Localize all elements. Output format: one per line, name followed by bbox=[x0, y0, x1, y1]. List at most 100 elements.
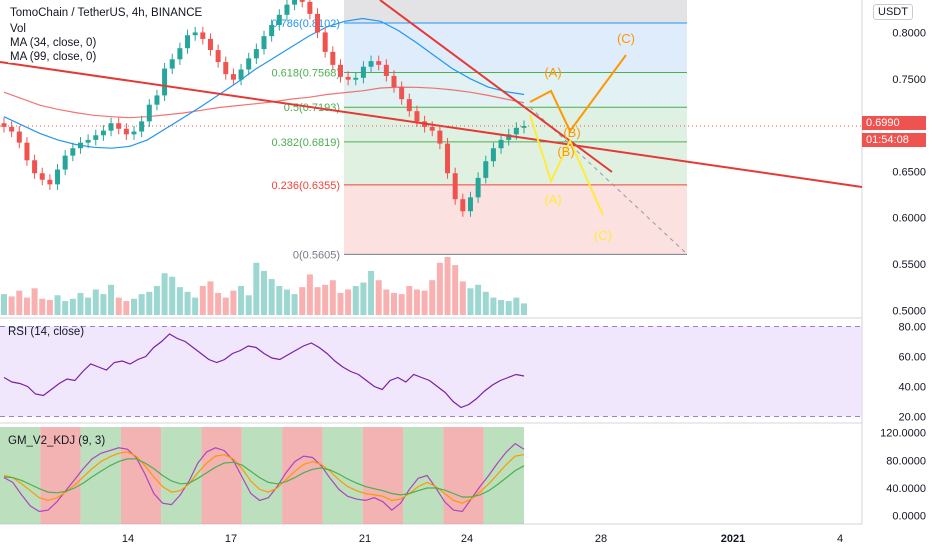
candle-body bbox=[292, 0, 298, 5]
candle-body bbox=[490, 148, 496, 162]
kdj-tick-label: 40.0000 bbox=[886, 483, 926, 495]
volume-bar bbox=[268, 279, 275, 315]
volume-bar bbox=[138, 294, 145, 315]
long-trendline bbox=[0, 61, 863, 188]
volume-bar bbox=[375, 280, 382, 315]
kdj-zone bbox=[443, 427, 484, 524]
candle-body bbox=[154, 95, 160, 105]
volume-bar bbox=[345, 289, 352, 315]
volume-bar bbox=[108, 284, 115, 315]
volume-bar bbox=[92, 289, 99, 315]
candle-body bbox=[85, 139, 91, 143]
volume-bar bbox=[146, 291, 153, 315]
volume-bar bbox=[253, 262, 260, 315]
candle-body bbox=[460, 199, 466, 212]
rsi-tick-label: 40.00 bbox=[898, 382, 926, 394]
volume-bar bbox=[505, 301, 512, 315]
price-tick-label: 0.5500 bbox=[892, 259, 926, 271]
candle-body bbox=[360, 66, 366, 78]
volume-bar bbox=[360, 282, 367, 315]
volume-bar bbox=[521, 303, 527, 315]
rsi-tick-label: 80.00 bbox=[898, 322, 926, 334]
kdj-zone bbox=[403, 427, 444, 524]
yellow-wave-c-label: (C) bbox=[594, 228, 612, 243]
volume-bar bbox=[467, 288, 474, 315]
fib-level-label: 0.618(0.7568) bbox=[272, 67, 341, 79]
volume-bar bbox=[406, 286, 413, 315]
volume-bar bbox=[238, 286, 245, 315]
candle-body bbox=[506, 134, 512, 140]
rsi-tick-label: 20.00 bbox=[898, 412, 926, 424]
candle-body bbox=[376, 61, 382, 65]
symbol-title: TomoChain / TetherUS, 4h, BINANCE bbox=[8, 7, 205, 19]
candle-body bbox=[353, 77, 359, 80]
candle-body bbox=[24, 142, 30, 161]
kdj-tick-label: 0.0000 bbox=[892, 511, 926, 523]
volume-bar bbox=[306, 274, 313, 315]
volume-bar bbox=[276, 286, 283, 315]
candle-body bbox=[207, 38, 213, 51]
fib-zone bbox=[344, 0, 687, 23]
candle-body bbox=[238, 69, 244, 80]
rsi-tick-label: 60.00 bbox=[898, 352, 926, 364]
currency-label: USDT bbox=[878, 6, 908, 18]
candle-body bbox=[315, 13, 321, 33]
volume-bar bbox=[299, 287, 306, 315]
candle-body bbox=[437, 130, 443, 144]
volume-bar bbox=[222, 297, 229, 315]
candle-body bbox=[146, 104, 152, 122]
volume-bar bbox=[398, 294, 405, 315]
volume-bar bbox=[352, 286, 359, 315]
kdj-zone bbox=[161, 427, 202, 524]
candle-body bbox=[162, 68, 168, 96]
volume-bar bbox=[192, 297, 199, 315]
candle-body bbox=[108, 123, 114, 131]
volume-bar bbox=[69, 298, 76, 315]
candle-body bbox=[116, 123, 122, 129]
time-tick-label: 21 bbox=[359, 533, 371, 545]
candle-body bbox=[483, 161, 489, 178]
fib-level-label: 0(0.5605) bbox=[293, 249, 340, 261]
volume-bar bbox=[436, 262, 443, 315]
volume-bar bbox=[261, 270, 267, 315]
candle-body bbox=[383, 64, 389, 76]
candle-body bbox=[445, 143, 451, 174]
currency-button[interactable]: USDT bbox=[873, 4, 913, 20]
candle-body bbox=[414, 111, 420, 122]
candle-body bbox=[16, 131, 22, 143]
volume-bar bbox=[8, 296, 15, 315]
volume-bar bbox=[230, 290, 237, 315]
candle-body bbox=[337, 64, 343, 77]
candle-body bbox=[261, 36, 267, 50]
volume-bar bbox=[444, 257, 451, 315]
candle-body bbox=[32, 160, 38, 174]
ma34-legend: MA (34, close, 0) bbox=[8, 37, 99, 49]
candle-body bbox=[62, 155, 68, 170]
kdj-line bbox=[3, 442, 525, 513]
kdj-tick-label: 120.0000 bbox=[880, 428, 926, 440]
candle-series bbox=[1, 0, 527, 217]
volume-bar bbox=[429, 280, 436, 315]
volume-bar bbox=[169, 276, 176, 315]
volume-bar bbox=[46, 299, 53, 315]
volume-bar bbox=[115, 297, 122, 315]
candle-body bbox=[185, 35, 191, 49]
volume-bar bbox=[452, 265, 459, 315]
yellow-wave-b-label: (B) bbox=[557, 144, 574, 159]
volume-series bbox=[1, 257, 527, 315]
volume-bar bbox=[184, 291, 191, 315]
ma34-label: MA (34, close, 0) bbox=[8, 37, 99, 49]
candle-body bbox=[322, 32, 328, 52]
last-price-value: 0.6990 bbox=[866, 117, 900, 129]
symbol-line: TomoChain / TetherUS, 4h, BINANCE bbox=[8, 7, 205, 19]
volume-bar bbox=[337, 292, 344, 315]
volume-legend: Vol bbox=[8, 23, 28, 35]
volume-bar bbox=[207, 281, 214, 315]
yellow-wave-path bbox=[529, 114, 604, 216]
price-tick-label: 0.7500 bbox=[892, 74, 926, 86]
kdj-zone bbox=[40, 427, 81, 524]
volume-bar bbox=[490, 297, 497, 315]
volume-bar bbox=[77, 292, 84, 315]
